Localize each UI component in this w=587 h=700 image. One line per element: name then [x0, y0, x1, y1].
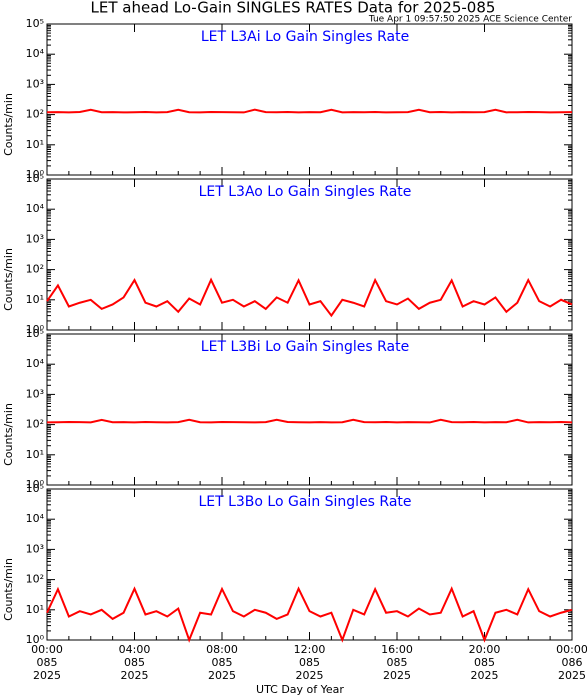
x-tick-label: 085 — [299, 656, 320, 669]
panel-title: LET L3Bo Lo Gain Singles Rate — [198, 494, 411, 510]
y-tick-label: 10⁰ — [26, 168, 45, 181]
x-tick-label: 085 — [37, 656, 58, 669]
x-tick-label: 2025 — [33, 669, 61, 682]
plot-frame — [46, 178, 573, 331]
y-tick-label: 10³ — [26, 77, 44, 90]
panel-title: LET L3Ai Lo Gain Singles Rate — [201, 29, 409, 45]
y-tick-label: 10⁵ — [26, 482, 44, 495]
x-tick-label: 086 — [562, 656, 583, 669]
y-tick-label: 10⁴ — [26, 512, 45, 525]
y-tick-label: 10⁴ — [26, 202, 45, 215]
data-line — [46, 586, 573, 643]
x-tick-label: 085 — [124, 656, 145, 669]
chart-title: LET ahead Lo-Gain SINGLES RATES Data for… — [91, 0, 496, 17]
panel-title: LET L3Bi Lo Gain Singles Rate — [201, 339, 409, 355]
x-tick-label: 12:00 — [294, 643, 326, 656]
x-tick-label: 085 — [212, 656, 233, 669]
x-tick-label: 085 — [387, 656, 408, 669]
x-tick-label: 2025 — [471, 669, 499, 682]
y-tick-label: 10¹ — [26, 448, 44, 461]
y-tick-label: 10⁴ — [26, 47, 45, 60]
x-tick-label: 085 — [474, 656, 495, 669]
y-tick-label: 10¹ — [26, 293, 44, 306]
y-axis-label: Counts/min — [2, 93, 15, 156]
x-tick-label: 08:00 — [206, 643, 238, 656]
x-axis-label: UTC Day of Year — [256, 683, 344, 696]
data-line — [46, 108, 573, 114]
x-tick-label: 00:00 — [31, 643, 63, 656]
x-tick-label: 2025 — [558, 669, 586, 682]
data-line — [46, 418, 573, 424]
y-tick-label: 10¹ — [26, 138, 44, 151]
y-tick-label: 10² — [26, 108, 44, 121]
x-tick-label: 00:00 — [556, 643, 587, 656]
y-tick-label: 10⁴ — [26, 357, 45, 370]
y-axis-label: Counts/min — [2, 248, 15, 311]
timestamp: Tue Apr 1 09:57:50 2025 ACE Science Cent… — [368, 15, 572, 25]
y-tick-label: 10¹ — [26, 603, 44, 616]
panel-title: LET L3Ao Lo Gain Singles Rate — [199, 184, 412, 200]
y-tick-label: 10² — [26, 263, 44, 276]
data-line — [46, 277, 573, 318]
y-tick-label: 10² — [26, 418, 44, 431]
x-tick-label: 2025 — [121, 669, 149, 682]
x-tick-label: 16:00 — [381, 643, 413, 656]
x-tick-label: 04:00 — [119, 643, 151, 656]
y-tick-label: 10² — [26, 573, 44, 586]
x-tick-label: 2025 — [208, 669, 236, 682]
y-tick-label: 10⁰ — [26, 323, 45, 336]
plot-frame — [46, 333, 573, 486]
y-tick-label: 10³ — [26, 387, 44, 400]
y-axis-label: Counts/min — [2, 403, 15, 466]
y-tick-label: 10⁰ — [26, 478, 45, 491]
y-axis-label: Counts/min — [2, 558, 15, 621]
y-tick-label: 10⁰ — [26, 633, 45, 646]
y-tick-label: 10³ — [26, 232, 44, 245]
y-tick-label: 10³ — [26, 542, 44, 555]
x-tick-label: 2025 — [383, 669, 411, 682]
x-tick-label: 20:00 — [469, 643, 501, 656]
x-tick-label: 2025 — [296, 669, 324, 682]
plot-frame — [46, 23, 573, 176]
y-tick-label: 10⁵ — [26, 172, 44, 185]
y-tick-label: 10⁵ — [26, 327, 44, 340]
y-tick-label: 10⁵ — [26, 17, 44, 30]
